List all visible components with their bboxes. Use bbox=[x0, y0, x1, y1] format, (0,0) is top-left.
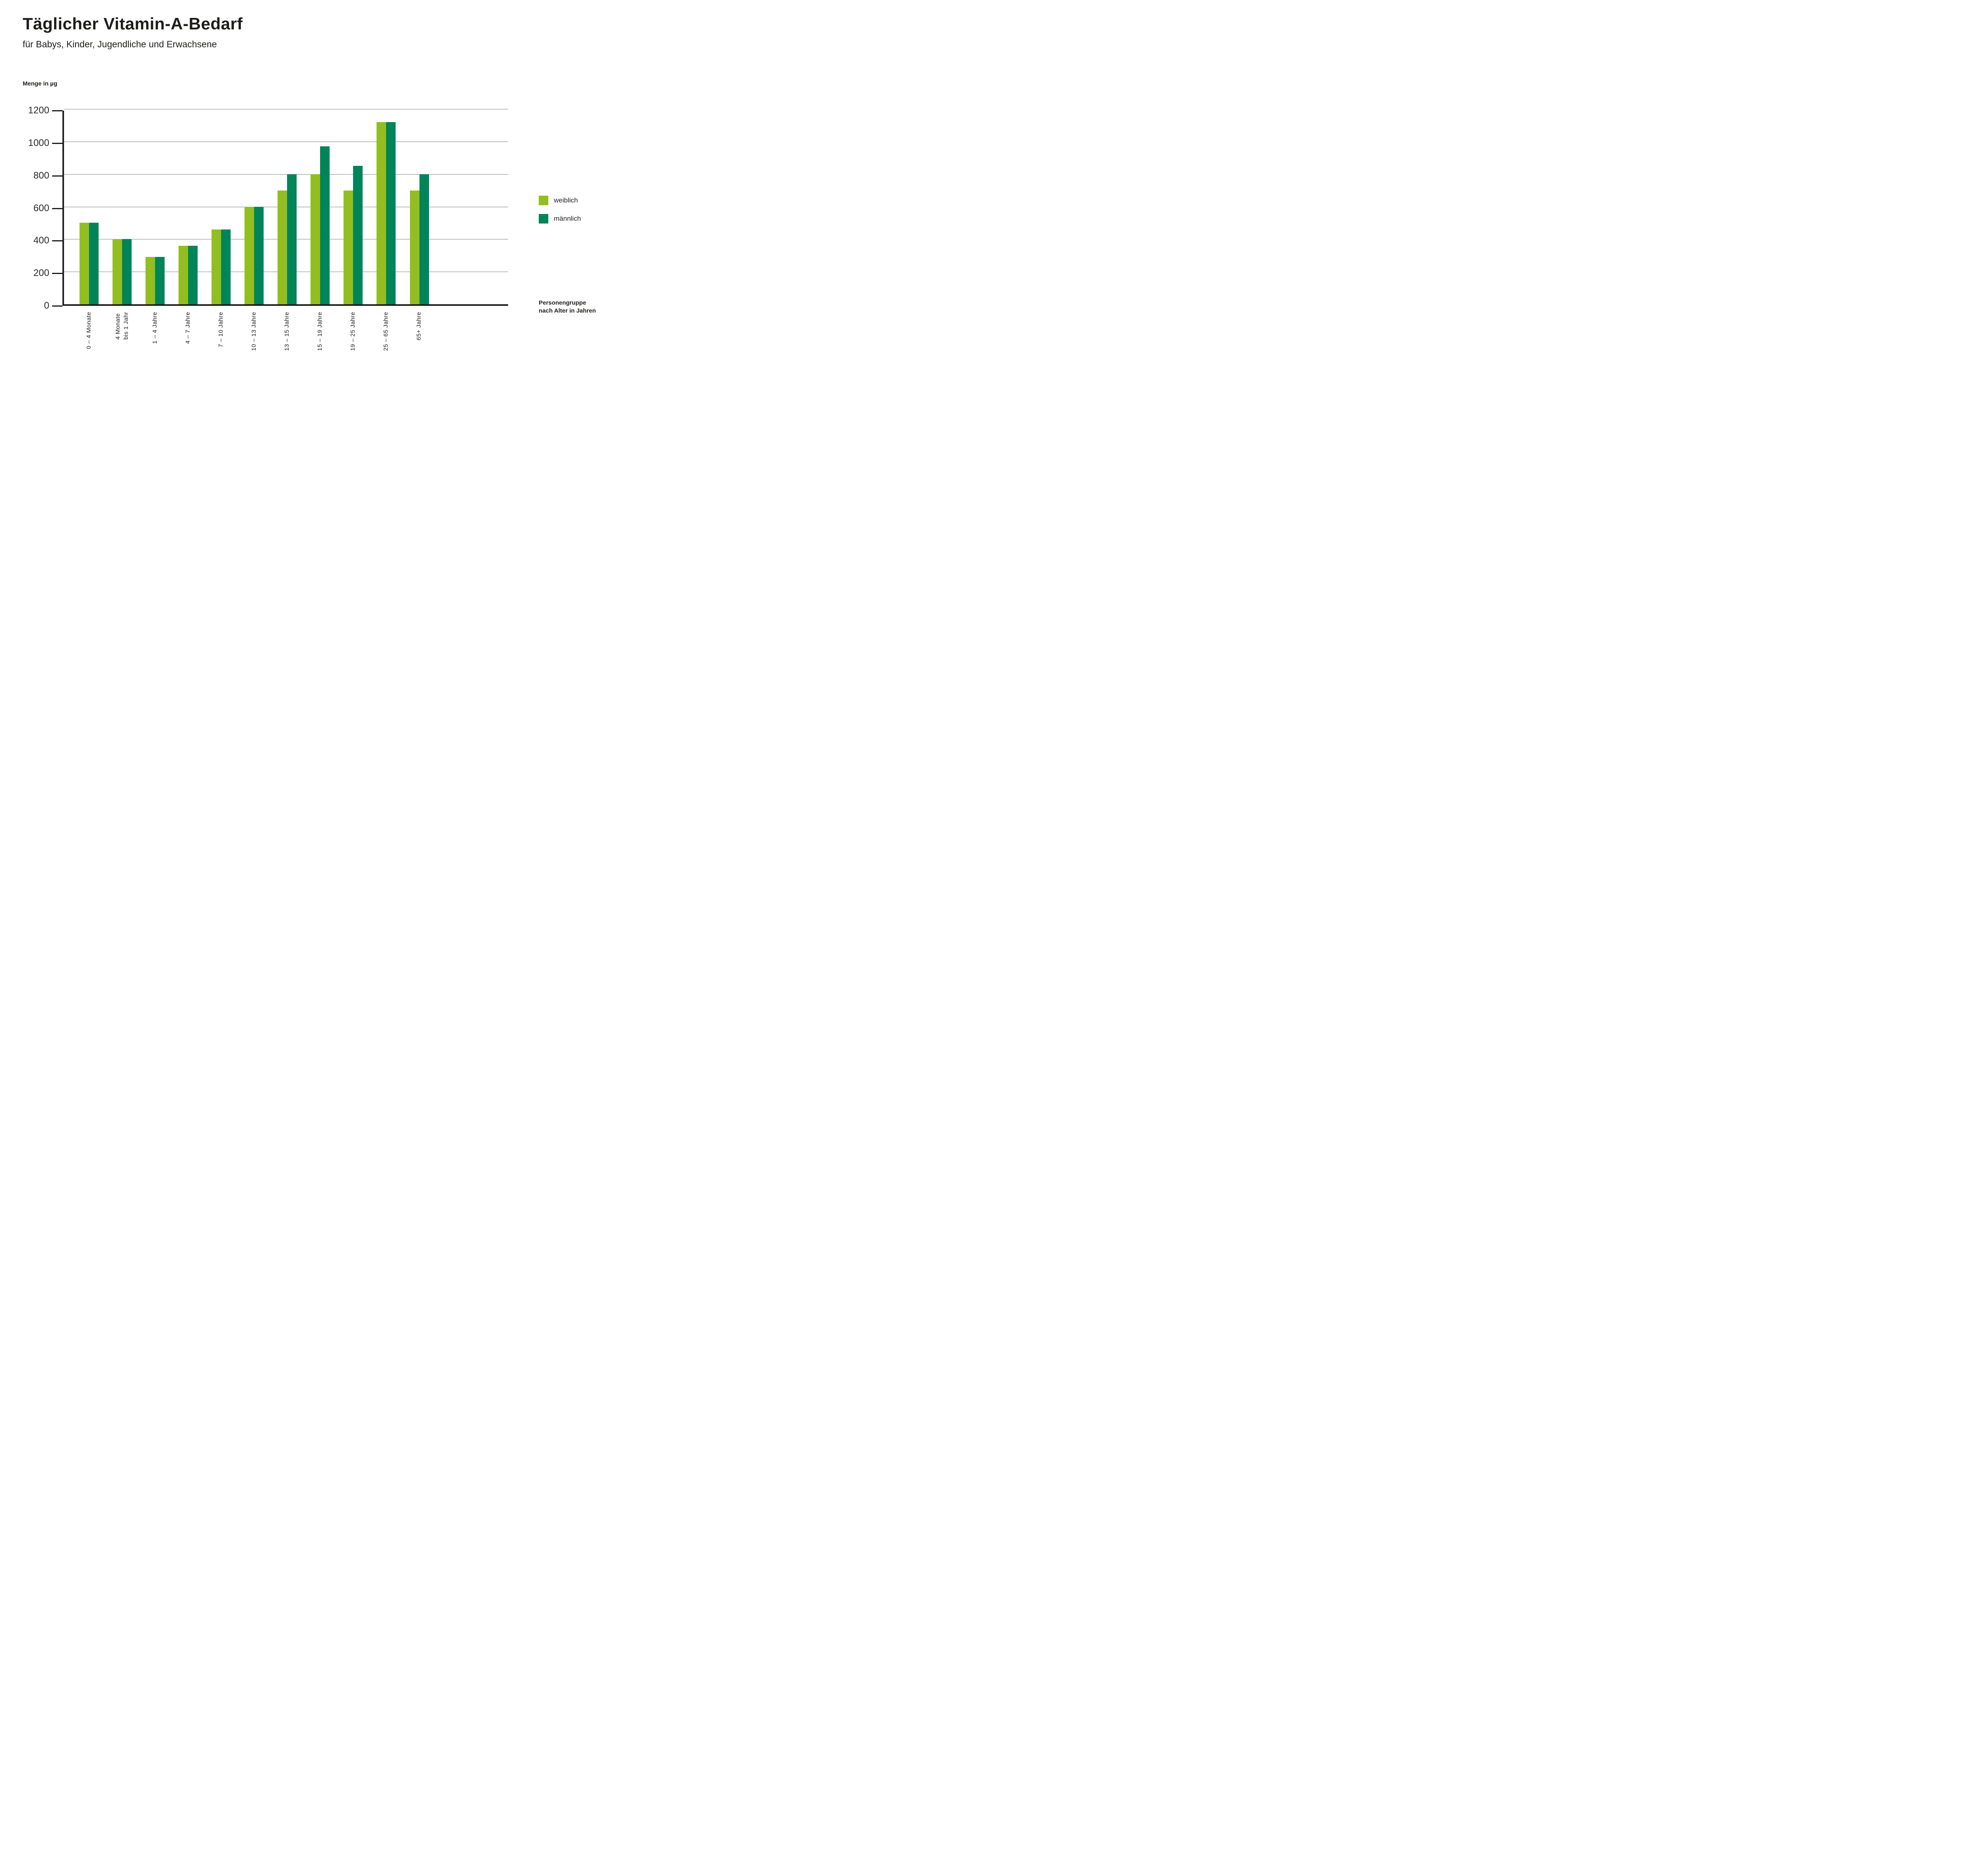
y-tick-label-200: 200 bbox=[33, 268, 49, 279]
bar-weiblich-6 bbox=[245, 206, 254, 304]
y-tick-label-800: 800 bbox=[33, 170, 49, 181]
bar-weiblich-4 bbox=[179, 245, 188, 304]
x-category-label-text: 4 – 7 Jahre bbox=[184, 312, 192, 344]
bar-weiblich-5 bbox=[212, 229, 221, 304]
bar-weiblich-1 bbox=[80, 223, 89, 304]
bar-chart-plot-area bbox=[62, 109, 508, 306]
y-tick-400 bbox=[52, 240, 62, 242]
x-category-label-text: 25 – 65 Jahre bbox=[382, 312, 390, 351]
legend-swatch-maennlich bbox=[539, 214, 548, 224]
x-category-label-8: 15 – 19 Jahre bbox=[307, 312, 333, 351]
y-tick-1000 bbox=[52, 142, 62, 144]
x-category-label-text: 7 – 10 Jahre bbox=[217, 312, 225, 348]
x-category-label-2: 4 Monate bis 1 Jahr bbox=[109, 312, 135, 340]
x-category-label-7: 13 – 15 Jahre bbox=[274, 312, 300, 351]
y-tick-600 bbox=[52, 208, 62, 209]
y-tick-label-1200: 1200 bbox=[28, 105, 49, 116]
y-tick-label-1000: 1000 bbox=[28, 137, 49, 148]
infographic-vitamin-a: Täglicher Vitamin-A-Bedarf für Babys, Ki… bbox=[0, 0, 612, 373]
x-category-label-text: 0 – 4 Monate bbox=[85, 312, 92, 349]
x-category-label-3: 1 – 4 Jahre bbox=[142, 312, 168, 344]
bar-weiblich-3 bbox=[146, 257, 155, 304]
bar-männlich-5 bbox=[221, 229, 231, 304]
x-category-label-text: 10 – 13 Jahre bbox=[250, 312, 258, 351]
x-category-label-11: 65+ Jahre bbox=[406, 312, 433, 340]
legend-label-maennlich: männlich bbox=[554, 215, 581, 222]
x-axis-title: Personengruppe nach Alter in Jahren bbox=[539, 299, 596, 315]
bar-männlich-4 bbox=[188, 245, 198, 304]
bar-männlich-6 bbox=[254, 206, 264, 304]
x-category-label-4: 4 – 7 Jahre bbox=[175, 312, 201, 344]
bar-weiblich-9 bbox=[344, 190, 353, 304]
bar-männlich-10 bbox=[386, 122, 396, 304]
x-category-label-text: 65+ Jahre bbox=[415, 312, 423, 340]
x-category-label-5: 7 – 10 Jahre bbox=[208, 312, 234, 347]
y-tick-800 bbox=[52, 175, 62, 177]
bar-männlich-9 bbox=[353, 166, 363, 304]
page-title: Täglicher Vitamin-A-Bedarf bbox=[23, 14, 243, 33]
x-category-label-text: 15 – 19 Jahre bbox=[316, 312, 324, 351]
bar-männlich-2 bbox=[122, 239, 132, 304]
bar-männlich-1 bbox=[89, 223, 99, 304]
y-tick-label-0: 0 bbox=[44, 300, 49, 311]
y-tick-label-600: 600 bbox=[33, 202, 49, 214]
x-category-label-text: 19 – 25 Jahre bbox=[349, 312, 357, 351]
bar-männlich-3 bbox=[155, 257, 165, 304]
bar-männlich-8 bbox=[320, 146, 330, 304]
x-category-label-1: 0 – 4 Monate bbox=[76, 312, 102, 349]
y-tick-200 bbox=[52, 273, 62, 274]
y-axis-title: Menge in µg bbox=[23, 80, 57, 87]
bar-weiblich-11 bbox=[410, 190, 419, 304]
legend-label-weiblich: weiblich bbox=[554, 196, 578, 204]
y-tick-1200 bbox=[52, 110, 62, 111]
legend-swatch-weiblich bbox=[539, 196, 548, 205]
bar-weiblich-10 bbox=[377, 122, 386, 304]
x-category-label-text: 13 – 15 Jahre bbox=[283, 312, 291, 351]
bar-männlich-11 bbox=[419, 174, 429, 304]
chart-legend: weiblich männlich bbox=[539, 196, 581, 232]
bar-weiblich-7 bbox=[278, 190, 287, 304]
x-category-label-9: 19 – 25 Jahre bbox=[340, 312, 366, 351]
y-tick-0 bbox=[52, 305, 62, 307]
x-category-label-text: 4 Monate bis 1 Jahr bbox=[114, 312, 130, 340]
legend-item-weiblich: weiblich bbox=[539, 196, 581, 205]
gridline-800 bbox=[64, 174, 508, 175]
x-category-label-6: 10 – 13 Jahre bbox=[241, 312, 267, 351]
legend-item-maennlich: männlich bbox=[539, 214, 581, 224]
bar-weiblich-2 bbox=[113, 239, 122, 304]
x-category-label-10: 25 – 65 Jahre bbox=[373, 312, 399, 351]
bar-weiblich-8 bbox=[311, 174, 320, 304]
bar-männlich-7 bbox=[287, 174, 297, 304]
x-category-label-text: 1 – 4 Jahre bbox=[151, 312, 158, 344]
page-subtitle: für Babys, Kinder, Jugendliche und Erwac… bbox=[23, 39, 217, 49]
y-tick-label-400: 400 bbox=[33, 235, 49, 246]
